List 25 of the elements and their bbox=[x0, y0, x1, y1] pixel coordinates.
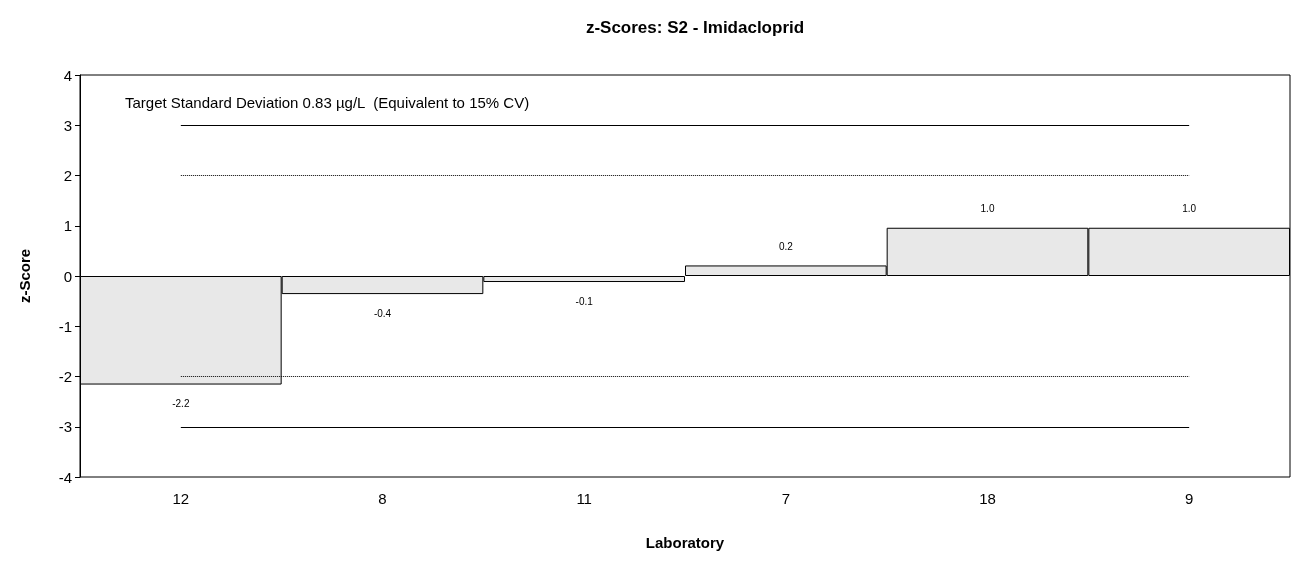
x-axis-title: Laboratory bbox=[645, 534, 725, 551]
data-label: -2.2 bbox=[172, 398, 190, 410]
x-tick-label: 7 bbox=[781, 490, 791, 507]
x-tick-label: 18 bbox=[979, 490, 996, 507]
data-label: -0.4 bbox=[373, 307, 392, 319]
x-tick-label: 8 bbox=[378, 490, 387, 507]
y-tick-label: 4 bbox=[63, 66, 72, 84]
data-label: 1.0 bbox=[980, 203, 995, 215]
chart-title: z-Scores: S2 - Imidacloprid bbox=[585, 18, 805, 37]
y-tick-label: -1 bbox=[58, 317, 72, 335]
y-tick-label: -4 bbox=[58, 468, 72, 486]
y-tick-label: 1 bbox=[63, 217, 72, 235]
y-tick-label: -3 bbox=[58, 418, 72, 436]
data-label: 0.2 bbox=[778, 240, 794, 252]
y-axis-title: z-Score bbox=[16, 248, 33, 304]
x-tick-label: 11 bbox=[576, 490, 592, 507]
y-tick-label: 2 bbox=[63, 167, 72, 184]
y-tick-label: 0 bbox=[63, 267, 72, 285]
data-label: -0.1 bbox=[575, 295, 594, 307]
annotation: Target Standard Deviation 0.83 µg/L (Equivalent to 15% CV) bbox=[125, 94, 530, 111]
y-tick-label: -2 bbox=[58, 368, 72, 385]
x-tick-label: 9 bbox=[1184, 490, 1194, 507]
data-label: 1.0 bbox=[1182, 203, 1197, 215]
x-tick-label: 12 bbox=[172, 490, 190, 507]
y-tick-label: 3 bbox=[63, 116, 72, 134]
